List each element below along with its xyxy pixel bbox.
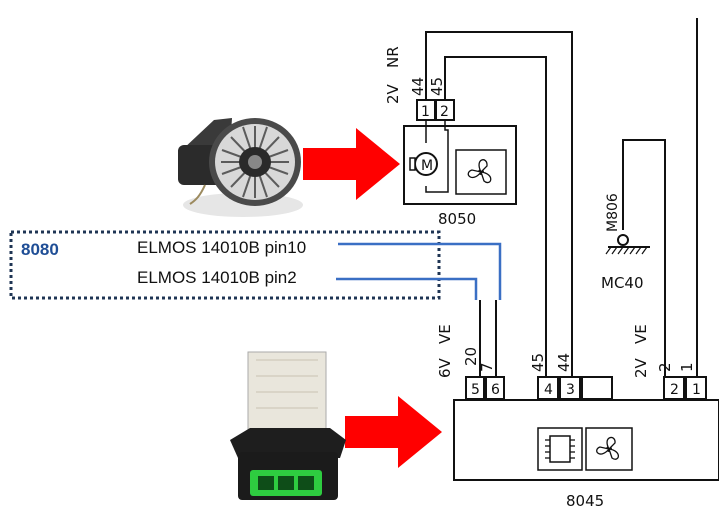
top-connector: 2V NR 44 45 1 2 [384,46,455,121]
overlay-pin-label-2: ELMOS 14010B pin2 [137,268,297,287]
top-wire-number-44: 44 [409,77,427,96]
top-pin-1: 1 [421,104,430,120]
overlay-wire-pin2 [336,277,478,300]
bottom-right-code: VE [632,324,650,344]
arrow-to-module [345,396,442,468]
bottom-pin-3: 3 [566,382,575,398]
schematic-wires [425,18,698,376]
bottom-right-pin-1: 1 [692,382,701,398]
overlay-id: 8080 [21,240,59,259]
bottom-right-voltage: 2V [632,357,650,378]
blower-motor-photo [178,118,303,217]
bottom-right-pin-2: 2 [670,382,679,398]
bottom-right-wire-2: 2 [656,362,674,372]
chip-icon [537,427,583,471]
resistor-module-photo [230,351,346,500]
ground-label: M806 [605,193,621,232]
bottom-wire-number-44: 44 [555,353,573,372]
blower-unit-id: 8050 [438,210,476,228]
bottom-connector-left: 6V VE 20 7 45 44 5 6 4 3 [436,324,613,400]
bottom-wire-number-20: 20 [462,347,480,366]
bottom-pin-6: 6 [491,382,500,398]
top-pin-2: 2 [440,104,449,120]
bottom-left-code: VE [436,324,454,344]
overlay-wire-pin10 [338,242,502,300]
ground-connector: MC40 [601,274,644,292]
ground-point: M806 MC40 [601,193,650,292]
bottom-pin-4: 4 [544,382,553,398]
bottom-right-wire-1: 1 [678,362,696,372]
fan-icon [455,149,507,195]
module-fan-icon [585,427,633,471]
bottom-connector-right: 2V VE 2 1 2 1 [632,324,707,400]
top-connector-code: NR [384,46,402,68]
overlay-dotted-box [9,230,441,300]
bottom-pin-5: 5 [471,382,480,398]
svg-text:M: M [421,158,433,174]
bottom-wire-number-7: 7 [478,362,496,372]
top-wire-number-45: 45 [428,77,446,96]
bottom-wire-number-45: 45 [529,353,547,372]
top-connector-voltage: 2V [384,83,402,104]
elmos-overlay: 8080 ELMOS 14010B pin10 ELMOS 14010B pin… [9,230,502,300]
blower-unit: M 8050 [403,120,517,228]
control-module: 8045 [453,399,719,510]
control-module-id: 8045 [566,492,604,510]
bottom-empty-pin-box [581,376,613,400]
motor-icon: M [409,152,438,176]
bottom-left-voltage: 6V [436,357,454,378]
overlay-pin-label-1: ELMOS 14010B pin10 [137,238,306,257]
arrow-to-blower [303,128,400,200]
